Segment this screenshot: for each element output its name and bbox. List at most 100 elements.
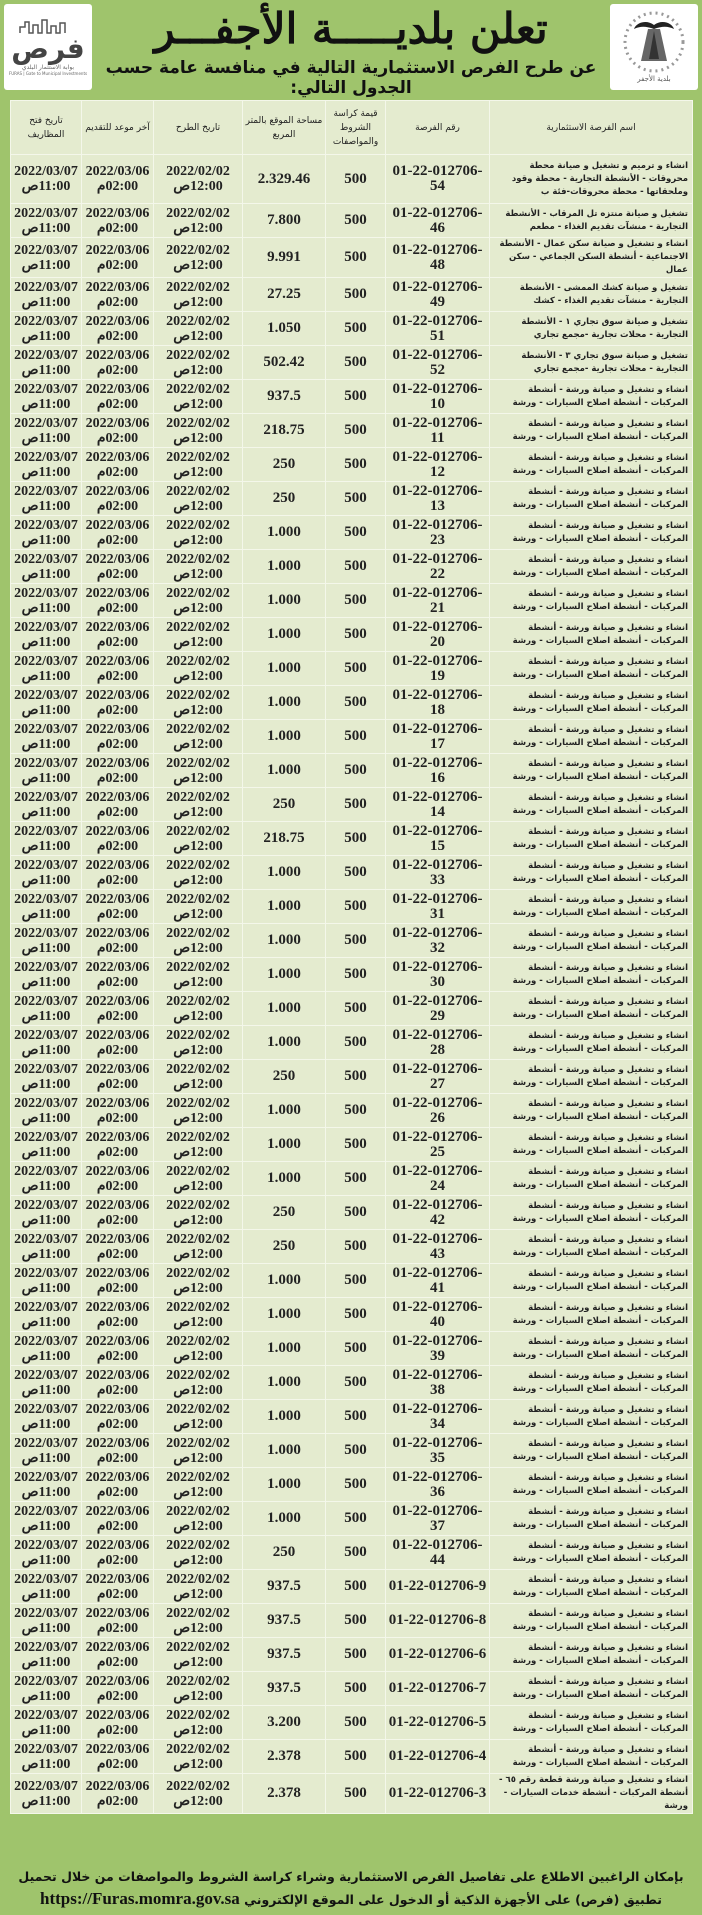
offer-date: 2022/02/02 12:00ص <box>153 1501 243 1536</box>
site-area: 1.000 <box>242 991 326 1026</box>
opportunity-number: 01-22-012706-33 <box>385 855 490 890</box>
site-area: 1.000 <box>242 957 326 992</box>
offer-date: 2022/02/02 12:00ص <box>153 1705 243 1740</box>
opportunity-number: 01-22-012706-32 <box>385 923 490 958</box>
opening-date: 2022/03/07 11:00ص <box>10 1569 82 1604</box>
deadline: 2022/03/06 02:00م <box>81 549 154 584</box>
opportunity-number: 01-22-012706-38 <box>385 1365 490 1400</box>
offer-date: 2022/02/02 12:00ص <box>153 203 243 238</box>
table-row: انشاء و تشغيل و صيانة ورشة - أنشطة المرك… <box>10 1195 693 1230</box>
deadline: 2022/03/06 02:00م <box>81 923 154 958</box>
booklet-fee: 500 <box>325 1569 386 1604</box>
booklet-fee: 500 <box>325 787 386 822</box>
opportunity-name: انشاء و تشغيل و صيانة ورشة - أنشطة المرك… <box>489 787 693 822</box>
deadline: 2022/03/06 02:00م <box>81 1399 154 1434</box>
table-row: انشاء و ترميم و تشغيل و صيانة محطة محروق… <box>10 154 693 204</box>
opening-date: 2022/03/07 11:00ص <box>10 1433 82 1468</box>
opportunity-number: 01-22-012706-54 <box>385 154 490 204</box>
opportunity-number: 01-22-012706-42 <box>385 1195 490 1230</box>
deadline: 2022/03/06 02:00م <box>81 1569 154 1604</box>
booklet-fee: 500 <box>325 379 386 414</box>
palm-seal-icon <box>623 11 685 73</box>
booklet-fee: 500 <box>325 1297 386 1332</box>
furas-logo-tagline: بوابة الاستثمار البلدي <box>21 64 75 71</box>
site-area: 250 <box>242 1195 326 1230</box>
offer-date: 2022/02/02 12:00ص <box>153 617 243 652</box>
deadline: 2022/03/06 02:00م <box>81 154 154 204</box>
site-area: 1.000 <box>242 855 326 890</box>
site-area: 1.000 <box>242 1467 326 1502</box>
table-row: تشغيل و صيانة سوق تجاري ١ - الأنشطة التج… <box>10 311 693 346</box>
opportunity-number: 01-22-012706-18 <box>385 685 490 720</box>
opportunity-name: انشاء و تشغيل و صيانة ورشة - أنشطة المرك… <box>489 447 693 482</box>
opening-date: 2022/03/07 11:00ص <box>10 345 82 380</box>
offer-date: 2022/02/02 12:00ص <box>153 1025 243 1060</box>
table-row: انشاء و تشغيل و صيانة ورشة - أنشطة المرك… <box>10 1127 693 1162</box>
table-row: انشاء و تشغيل و صيانة ورشة - أنشطة المرك… <box>10 1705 693 1740</box>
opportunity-number: 01-22-012706-30 <box>385 957 490 992</box>
site-area: 9.991 <box>242 237 326 278</box>
table-row: تشغيل و صيانة منتزه تل المرقاب - الأنشطة… <box>10 203 693 238</box>
booklet-fee: 500 <box>325 651 386 686</box>
site-area: 218.75 <box>242 821 326 856</box>
opening-date: 2022/03/07 11:00ص <box>10 1229 82 1264</box>
deadline: 2022/03/06 02:00م <box>81 685 154 720</box>
table-row: انشاء و تشغيل و صيانة سكن عمال - الأنشطة… <box>10 237 693 278</box>
opportunity-name: تشغيل و صيانة منتزه تل المرقاب - الأنشطة… <box>489 203 693 238</box>
opportunity-name: انشاء و تشغيل و صيانة ورشة - أنشطة المرك… <box>489 617 693 652</box>
opening-date: 2022/03/07 11:00ص <box>10 515 82 550</box>
municipality-logo-text: بلدية الأجفر <box>637 75 671 83</box>
booklet-fee: 500 <box>325 719 386 754</box>
site-area: 1.000 <box>242 1399 326 1434</box>
site-area: 2.378 <box>242 1773 326 1814</box>
offer-date: 2022/02/02 12:00ص <box>153 1059 243 1094</box>
opening-date: 2022/03/07 11:00ص <box>10 651 82 686</box>
booklet-fee: 500 <box>325 617 386 652</box>
page-subtitle: عن طرح الفرص الاستثمارية التالية في مناف… <box>105 58 597 98</box>
offer-date: 2022/02/02 12:00ص <box>153 154 243 204</box>
opportunity-number: 01-22-012706-27 <box>385 1059 490 1094</box>
offer-date: 2022/02/02 12:00ص <box>153 481 243 516</box>
booklet-fee: 500 <box>325 203 386 238</box>
opening-date: 2022/03/07 11:00ص <box>10 753 82 788</box>
opening-date: 2022/03/07 11:00ص <box>10 277 82 312</box>
opportunity-number: 01-22-012706-51 <box>385 311 490 346</box>
site-area: 1.000 <box>242 1365 326 1400</box>
booklet-fee: 500 <box>325 447 386 482</box>
offer-date: 2022/02/02 12:00ص <box>153 1569 243 1604</box>
table-row: انشاء و تشغيل و صيانة ورشة - أنشطة المرك… <box>10 821 693 856</box>
deadline: 2022/03/06 02:00م <box>81 821 154 856</box>
booklet-fee: 500 <box>325 1535 386 1570</box>
header-opportunity-name: اسم الفرصة الاستثمارية <box>489 100 693 155</box>
booklet-fee: 500 <box>325 1399 386 1434</box>
deadline: 2022/03/06 02:00م <box>81 1637 154 1672</box>
deadline: 2022/03/06 02:00م <box>81 1773 154 1814</box>
opportunity-name: انشاء و تشغيل و صيانة ورشة - أنشطة المرك… <box>489 1705 693 1740</box>
furas-logo-tagline-en: FURAS | Gate to Municipal Investments <box>8 71 88 76</box>
table-row: انشاء و تشغيل و صيانة ورشة - أنشطة المرك… <box>10 1229 693 1264</box>
opening-date: 2022/03/07 11:00ص <box>10 957 82 992</box>
opportunities-table: اسم الفرصة الاستثمارية رقم الفرصة قيمة ك… <box>10 100 693 1814</box>
table-row: انشاء و تشغيل و صيانة ورشة - أنشطة المرك… <box>10 957 693 992</box>
opportunity-number: 01-22-012706-29 <box>385 991 490 1026</box>
booklet-fee: 500 <box>325 957 386 992</box>
opening-date: 2022/03/07 11:00ص <box>10 1399 82 1434</box>
opportunity-number: 01-22-012706-34 <box>385 1399 490 1434</box>
deadline: 2022/03/06 02:00م <box>81 1161 154 1196</box>
opening-date: 2022/03/07 11:00ص <box>10 413 82 448</box>
opening-date: 2022/03/07 11:00ص <box>10 549 82 584</box>
footer-line-1: بإمكان الراغبين الاطلاع على تفاصيل الفرص… <box>18 1869 684 1884</box>
furas-website-link[interactable]: https://Furas.momra.gov.sa <box>40 1889 240 1908</box>
table-row: انشاء و تشغيل و صيانة ورشة قطعة رقم ٦٥ -… <box>10 1773 693 1814</box>
opportunity-number: 01-22-012706-44 <box>385 1535 490 1570</box>
site-area: 937.5 <box>242 1671 326 1706</box>
booklet-fee: 500 <box>325 1331 386 1366</box>
deadline: 2022/03/06 02:00م <box>81 617 154 652</box>
opportunity-number: 01-22-012706-39 <box>385 1331 490 1366</box>
opportunity-name: انشاء و تشغيل و صيانة ورشة - أنشطة المرك… <box>489 1263 693 1298</box>
offer-date: 2022/02/02 12:00ص <box>153 651 243 686</box>
offer-date: 2022/02/02 12:00ص <box>153 311 243 346</box>
table-row: انشاء و تشغيل و صيانة ورشة - أنشطة المرك… <box>10 889 693 924</box>
booklet-fee: 500 <box>325 1739 386 1774</box>
offer-date: 2022/02/02 12:00ص <box>153 1467 243 1502</box>
